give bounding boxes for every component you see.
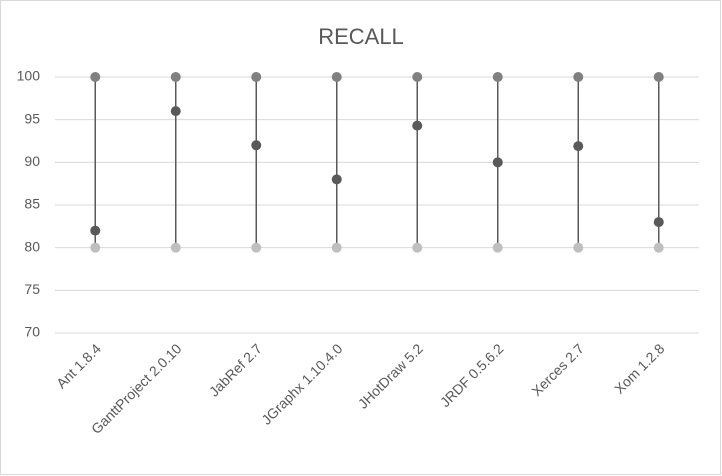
- point: [170, 106, 181, 117]
- point: [653, 242, 664, 253]
- point: [90, 225, 101, 236]
- point: [170, 72, 181, 82]
- point: [170, 242, 181, 253]
- y-tick-label: 80: [24, 238, 40, 254]
- y-tick-label: 85: [24, 196, 40, 212]
- point: [251, 72, 262, 82]
- point: [573, 72, 584, 82]
- y-tick-label: 95: [24, 110, 40, 126]
- point: [331, 174, 342, 185]
- point: [90, 242, 101, 253]
- point: [251, 140, 262, 151]
- y-tick-label: 100: [17, 68, 41, 84]
- point: [492, 242, 503, 253]
- point: [412, 120, 423, 131]
- point: [573, 141, 584, 152]
- point: [492, 157, 503, 168]
- y-tick-label: 90: [24, 153, 40, 169]
- point: [573, 242, 584, 253]
- point: [492, 72, 503, 82]
- y-tick-label: 75: [24, 281, 40, 297]
- chart-title: RECALL: [318, 24, 404, 49]
- point: [251, 242, 262, 253]
- point: [653, 72, 664, 82]
- point: [653, 217, 664, 228]
- point: [412, 242, 423, 253]
- point: [331, 242, 342, 253]
- point: [331, 72, 342, 82]
- point: [412, 72, 423, 82]
- y-tick-label: 70: [24, 324, 40, 340]
- point: [90, 72, 101, 82]
